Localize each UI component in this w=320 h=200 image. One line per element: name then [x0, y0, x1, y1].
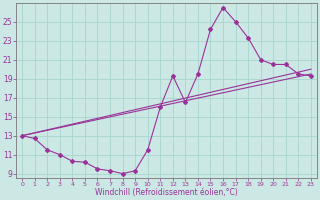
X-axis label: Windchill (Refroidissement éolien,°C): Windchill (Refroidissement éolien,°C) — [95, 188, 238, 197]
